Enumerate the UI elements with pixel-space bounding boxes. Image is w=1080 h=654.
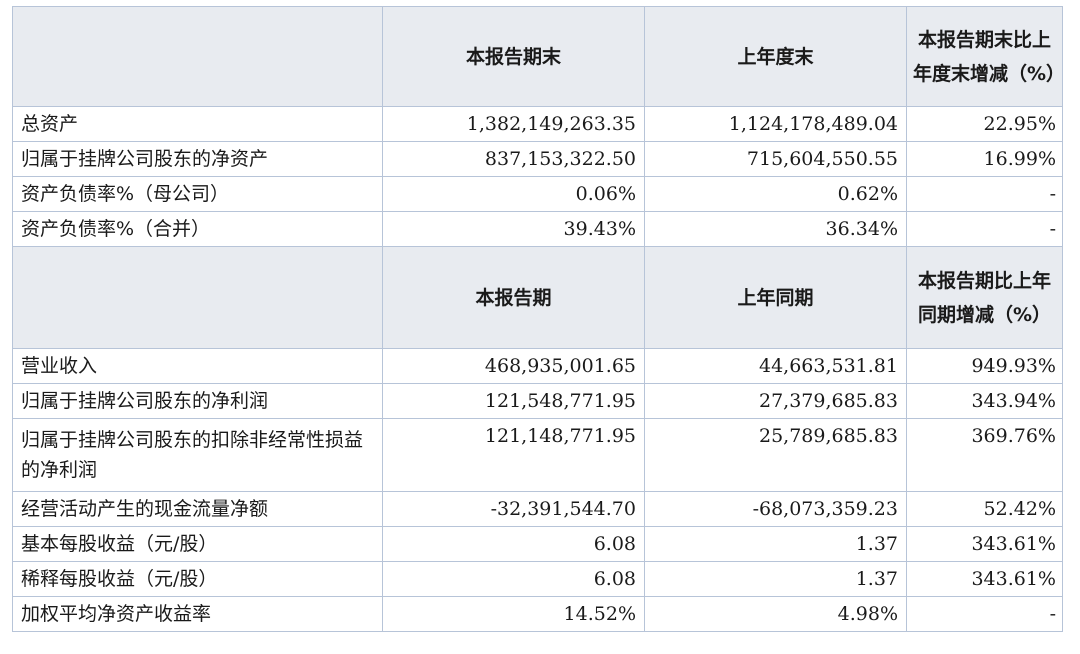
row-current: 121,148,771.95 (382, 418, 645, 492)
row-current: 1,382,149,263.35 (382, 106, 645, 142)
row-label: 资产负债率%（合并） (12, 211, 383, 247)
row-label: 营业收入 (12, 348, 383, 384)
row-current: 837,153,322.50 (382, 141, 645, 177)
row-current: 39.43% (382, 211, 645, 247)
row-change: - (906, 211, 1063, 247)
table-row: 经营活动产生的现金流量净额 -32,391,544.70 -68,073,359… (12, 491, 1063, 527)
section2-header-blank (12, 246, 383, 349)
table-row: 归属于挂牌公司股东的扣除非经常性损益的净利润 121,148,771.95 25… (12, 418, 1063, 492)
section2-header-change: 本报告期比上年同期增减（%） (906, 246, 1063, 349)
table-row: 资产负债率%（合并） 39.43% 36.34% - (12, 211, 1063, 247)
row-current: 121,548,771.95 (382, 383, 645, 419)
table-row: 资产负债率%（母公司） 0.06% 0.62% - (12, 176, 1063, 212)
row-label: 总资产 (12, 106, 383, 142)
row-label: 归属于挂牌公司股东的净资产 (12, 141, 383, 177)
row-current: 0.06% (382, 176, 645, 212)
row-current: 468,935,001.65 (382, 348, 645, 384)
section2-header-row: 本报告期 上年同期 本报告期比上年同期增减（%） (12, 246, 1063, 349)
financial-summary-table: 本报告期末 上年度末 本报告期末比上年度末增减（%） 总资产 1,382,149… (12, 6, 1063, 632)
row-prior: 0.62% (644, 176, 907, 212)
row-label: 基本每股收益（元/股） (12, 526, 383, 562)
row-current: -32,391,544.70 (382, 491, 645, 527)
section1-header-current: 本报告期末 (382, 6, 645, 107)
row-current: 14.52% (382, 596, 645, 632)
row-change: 343.61% (906, 526, 1063, 562)
row-prior: -68,073,359.23 (644, 491, 907, 527)
table-row: 加权平均净资产收益率 14.52% 4.98% - (12, 596, 1063, 632)
row-change: 369.76% (906, 418, 1063, 492)
section1-header-prior: 上年度末 (644, 6, 907, 107)
row-label: 归属于挂牌公司股东的扣除非经常性损益的净利润 (12, 418, 383, 492)
row-label: 稀释每股收益（元/股） (12, 561, 383, 597)
row-label: 加权平均净资产收益率 (12, 596, 383, 632)
section2-header-prior: 上年同期 (644, 246, 907, 349)
row-current: 6.08 (382, 561, 645, 597)
section1-header-change: 本报告期末比上年度末增减（%） (906, 6, 1063, 107)
table-row: 稀释每股收益（元/股） 6.08 1.37 343.61% (12, 561, 1063, 597)
row-change: 949.93% (906, 348, 1063, 384)
table-row: 归属于挂牌公司股东的净利润 121,548,771.95 27,379,685.… (12, 383, 1063, 419)
row-change: 343.94% (906, 383, 1063, 419)
section1-header-row: 本报告期末 上年度末 本报告期末比上年度末增减（%） (12, 6, 1063, 107)
table-row: 基本每股收益（元/股） 6.08 1.37 343.61% (12, 526, 1063, 562)
table-row: 营业收入 468,935,001.65 44,663,531.81 949.93… (12, 348, 1063, 384)
row-prior: 44,663,531.81 (644, 348, 907, 384)
row-prior: 1.37 (644, 561, 907, 597)
row-prior: 4.98% (644, 596, 907, 632)
table-row: 总资产 1,382,149,263.35 1,124,178,489.04 22… (12, 106, 1063, 142)
row-prior: 715,604,550.55 (644, 141, 907, 177)
row-prior: 25,789,685.83 (644, 418, 907, 492)
row-prior: 36.34% (644, 211, 907, 247)
section1-header-blank (12, 6, 383, 107)
section2-header-current: 本报告期 (382, 246, 645, 349)
row-change: 22.95% (906, 106, 1063, 142)
row-prior: 1.37 (644, 526, 907, 562)
row-change: 52.42% (906, 491, 1063, 527)
row-change: 16.99% (906, 141, 1063, 177)
row-change: - (906, 596, 1063, 632)
financial-table-wrapper: 本报告期末 上年度末 本报告期末比上年度末增减（%） 总资产 1,382,149… (12, 6, 1063, 632)
row-change: 343.61% (906, 561, 1063, 597)
row-label: 资产负债率%（母公司） (12, 176, 383, 212)
row-current: 6.08 (382, 526, 645, 562)
row-label: 归属于挂牌公司股东的净利润 (12, 383, 383, 419)
row-prior: 27,379,685.83 (644, 383, 907, 419)
row-label: 经营活动产生的现金流量净额 (12, 491, 383, 527)
row-change: - (906, 176, 1063, 212)
row-prior: 1,124,178,489.04 (644, 106, 907, 142)
table-row: 归属于挂牌公司股东的净资产 837,153,322.50 715,604,550… (12, 141, 1063, 177)
